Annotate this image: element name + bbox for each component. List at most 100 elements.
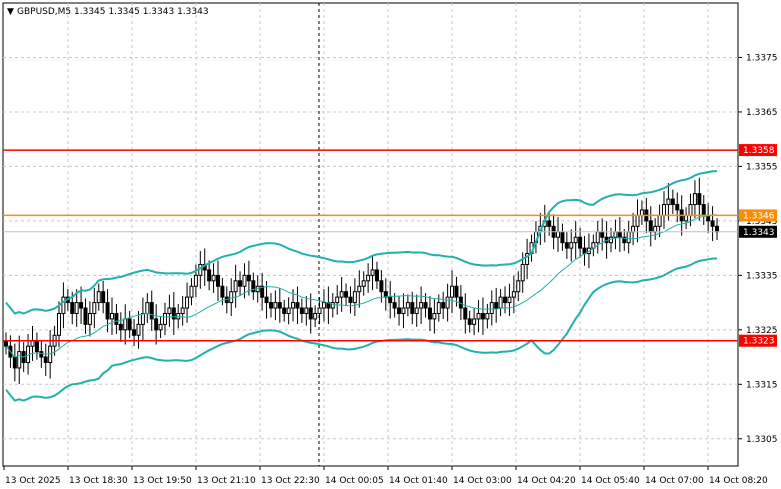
candle-body: [233, 280, 238, 293]
candle-body: [379, 280, 384, 293]
x-tick-label: 14 Oct 01:40: [389, 476, 448, 486]
candle: [582, 236, 587, 266]
candle-body: [132, 329, 137, 336]
candle: [635, 199, 640, 243]
x-tick-label: 14 Oct 03:00: [453, 476, 512, 486]
candle-body: [392, 302, 397, 309]
candle-body: [357, 285, 362, 293]
candle: [330, 293, 335, 318]
candle: [578, 227, 583, 258]
candle-body: [450, 285, 455, 298]
candle-body: [114, 312, 119, 325]
candle-body: [374, 269, 379, 282]
candle-body: [30, 340, 35, 347]
candle: [374, 261, 379, 289]
candle-body: [264, 296, 269, 304]
candle: [392, 293, 397, 318]
candle-body: [291, 302, 296, 309]
candle: [476, 300, 481, 333]
candle: [211, 263, 216, 293]
price-level-tag-label: 1.3358: [743, 146, 775, 156]
candle-body: [105, 302, 110, 320]
candle: [595, 220, 600, 254]
candle: [273, 290, 278, 321]
candle: [158, 316, 163, 338]
candle-body: [180, 307, 185, 314]
candle-body: [286, 307, 291, 314]
candle: [114, 304, 119, 334]
candle: [467, 310, 472, 333]
candle: [39, 340, 44, 368]
candle-body: [109, 312, 114, 320]
candle-body: [238, 280, 243, 287]
candle: [101, 280, 106, 314]
candle: [304, 295, 309, 326]
candle: [423, 293, 428, 318]
candle-body: [335, 296, 340, 304]
candle-body: [207, 269, 212, 282]
candle: [30, 326, 35, 361]
candle-body: [313, 312, 318, 320]
candle-body: [74, 302, 79, 314]
candle: [463, 293, 468, 334]
candle: [648, 206, 653, 247]
candle: [118, 312, 123, 342]
candle: [215, 260, 220, 301]
candle-body: [304, 307, 309, 314]
candle: [622, 229, 627, 251]
candle-body: [140, 312, 145, 325]
candle: [185, 282, 190, 323]
candle-body: [547, 220, 552, 227]
candle-body: [485, 312, 490, 320]
candle-body: [423, 302, 428, 309]
candle: [79, 286, 84, 325]
candle-body: [317, 307, 322, 314]
candle-body: [556, 231, 561, 238]
candle-body: [370, 269, 375, 276]
candle: [326, 286, 331, 325]
candle: [432, 298, 437, 334]
y-tick-label: 1.3365: [746, 108, 778, 118]
candle: [675, 192, 680, 223]
candle: [34, 332, 39, 360]
candle-body: [622, 236, 627, 244]
candle-body: [215, 274, 220, 287]
candle: [308, 293, 313, 334]
candle: [171, 292, 176, 335]
candle-body: [330, 302, 335, 309]
candle-body: [520, 263, 525, 282]
candle-body: [427, 307, 432, 320]
candle-body: [361, 280, 366, 287]
y-tick-label: 1.3335: [746, 271, 778, 281]
candle-body: [454, 285, 459, 298]
candle: [383, 278, 388, 311]
candle-body: [688, 204, 693, 216]
candle: [43, 343, 48, 376]
x-tick-label: 13 Oct 18:30: [69, 476, 128, 486]
candle-body: [639, 209, 644, 216]
chart-menu-icon[interactable]: ▼: [7, 7, 14, 17]
bollinger-lower-band: [5, 257, 717, 402]
candle-body: [149, 302, 154, 320]
candle-body: [321, 302, 326, 309]
candle-body: [503, 296, 508, 304]
candle: [145, 293, 150, 323]
candle-body: [83, 307, 88, 325]
candle: [189, 278, 194, 306]
price-level-tag: [739, 209, 777, 222]
candle-body: [419, 302, 424, 309]
candle: [299, 298, 304, 323]
candle-body: [96, 291, 101, 304]
candle: [180, 295, 185, 326]
candle-body: [507, 296, 512, 304]
candle-body: [635, 214, 640, 227]
candle: [516, 271, 521, 302]
candle: [291, 289, 296, 322]
candle-body: [193, 274, 198, 287]
candle-body: [653, 225, 658, 233]
candle-body: [43, 356, 48, 364]
candle-body: [4, 340, 8, 347]
candle: [564, 231, 569, 259]
